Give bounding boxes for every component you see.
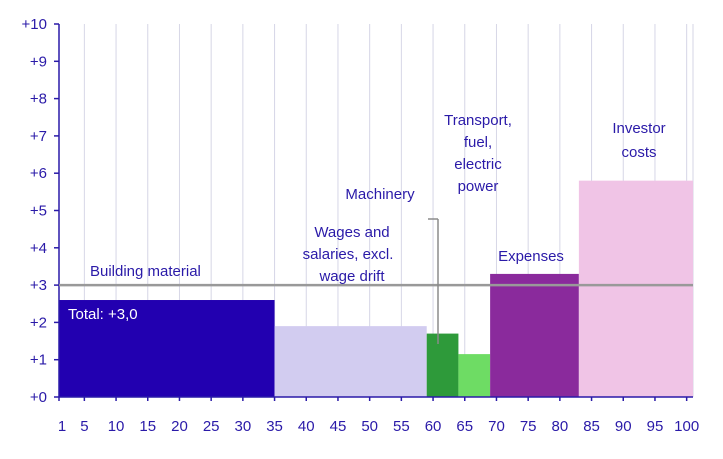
- y-tick-label: +7: [30, 128, 47, 145]
- x-tick-label: 45: [330, 418, 347, 435]
- x-tick-label: 65: [456, 418, 473, 435]
- x-tick-label: 25: [203, 418, 220, 435]
- label-wages-line2: salaries, excl.: [303, 246, 394, 263]
- label-expenses: Expenses: [498, 248, 564, 265]
- x-tick-label: 90: [615, 418, 632, 435]
- label-wages-line1: Wages and: [314, 224, 389, 241]
- x-tick-label: 100: [674, 418, 699, 435]
- y-tick-label: +4: [30, 240, 47, 257]
- x-tick-label: 50: [361, 418, 378, 435]
- total-label: Total: +3,0: [68, 306, 138, 323]
- label-wages-line3: wage drift: [318, 268, 385, 285]
- y-tick-label: +0: [30, 389, 47, 406]
- label-transport-line4: power: [458, 178, 499, 195]
- x-tick-label: 80: [552, 418, 569, 435]
- x-tick-label: 40: [298, 418, 315, 435]
- x-tick-label: 60: [425, 418, 442, 435]
- x-tick-label: 95: [647, 418, 664, 435]
- label-investor-line1: Investor: [612, 120, 665, 137]
- x-tick-label: 1: [58, 418, 66, 435]
- x-tick-label: 30: [235, 418, 252, 435]
- x-tick-label: 85: [583, 418, 600, 435]
- y-tick-label: +3: [30, 277, 47, 294]
- x-tick-label: 35: [266, 418, 283, 435]
- y-tick-label: +1: [30, 352, 47, 369]
- y-tick-label: +6: [30, 165, 47, 182]
- y-tick-label: +9: [30, 53, 47, 70]
- bar: [458, 354, 491, 397]
- bar: [490, 273, 579, 397]
- bars-layer: [59, 180, 693, 397]
- label-building-material: Building material: [90, 263, 201, 280]
- label-transport-line1: Transport,: [444, 112, 512, 129]
- y-tick-label: +8: [30, 91, 47, 108]
- x-tick-label: 10: [108, 418, 125, 435]
- x-tick-label: 70: [488, 418, 505, 435]
- label-investor-line2: costs: [621, 144, 656, 161]
- y-tick-label: +5: [30, 203, 47, 220]
- bar: [59, 300, 275, 397]
- x-tick-label: 5: [80, 418, 88, 435]
- label-transport-line2: fuel,: [464, 134, 492, 151]
- y-tick-label: +2: [30, 314, 47, 331]
- x-tick-label: 15: [139, 418, 156, 435]
- y-axis: +0 +1 +2 +3 +4 +5 +6 +7 +8 +9 +10: [22, 16, 60, 406]
- bar: [426, 333, 459, 397]
- x-tick-label: 55: [393, 418, 410, 435]
- x-axis: 1 5 10 15 20 25 30 35 40 45 50 55 60 65 70 75 80 85 90 95 10…: [58, 396, 699, 435]
- x-tick-label: 75: [520, 418, 537, 435]
- bar: [274, 326, 427, 397]
- bar: [578, 180, 693, 397]
- y-tick-label: +10: [22, 16, 47, 33]
- label-machinery: Machinery: [345, 186, 415, 203]
- label-transport-line3: electric: [454, 156, 502, 173]
- x-tick-label: 20: [171, 418, 188, 435]
